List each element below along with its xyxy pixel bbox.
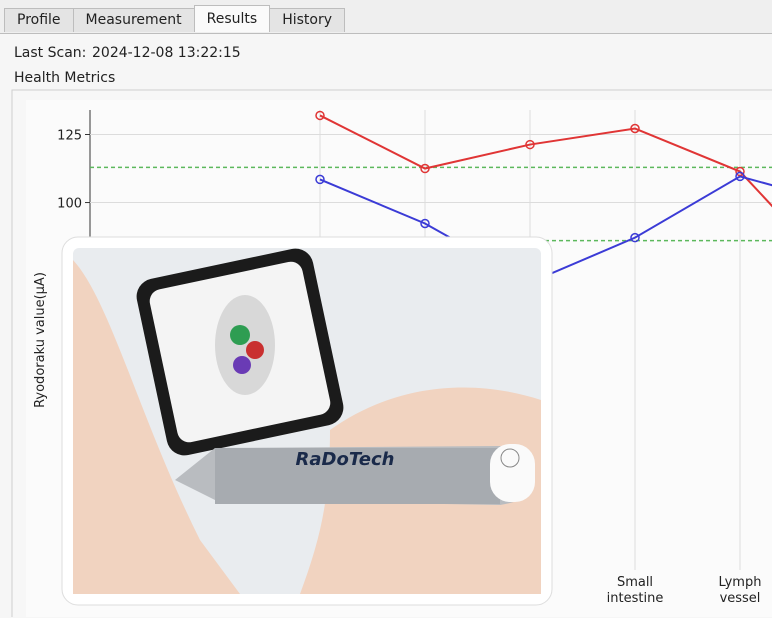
data-point — [630, 232, 640, 243]
y-tick-label: 125 — [57, 128, 82, 143]
tab[interactable]: History — [269, 8, 346, 32]
data-point — [420, 163, 430, 174]
tab[interactable]: Results — [193, 5, 271, 32]
data-point — [525, 139, 535, 150]
data-point — [315, 174, 325, 185]
tab[interactable]: Measurement — [72, 8, 195, 32]
series-line — [319, 175, 772, 284]
data-point — [315, 110, 325, 121]
photo-overlay: RaDoTech — [61, 236, 553, 606]
group-title: Health Metrics — [14, 70, 116, 86]
data-point — [630, 123, 640, 134]
series-line — [319, 114, 772, 208]
tab-bar: Profile Measurement Results History — [4, 5, 346, 33]
tab[interactable]: Profile — [4, 8, 74, 32]
last-scan-label: Last Scan: — [14, 45, 87, 61]
y-axis-label: Ryodoraku value(μA) — [33, 272, 48, 408]
data-point — [735, 171, 745, 182]
data-point — [420, 218, 430, 229]
y-tick-label: 100 — [57, 197, 82, 212]
photo-text: RaDoTech — [296, 449, 395, 470]
x-tick-label: Lymph vessel — [719, 575, 762, 606]
last-scan-value: 2024-12-08 13:22:15 — [92, 45, 241, 61]
x-tick-label: Small intestine — [607, 575, 664, 606]
